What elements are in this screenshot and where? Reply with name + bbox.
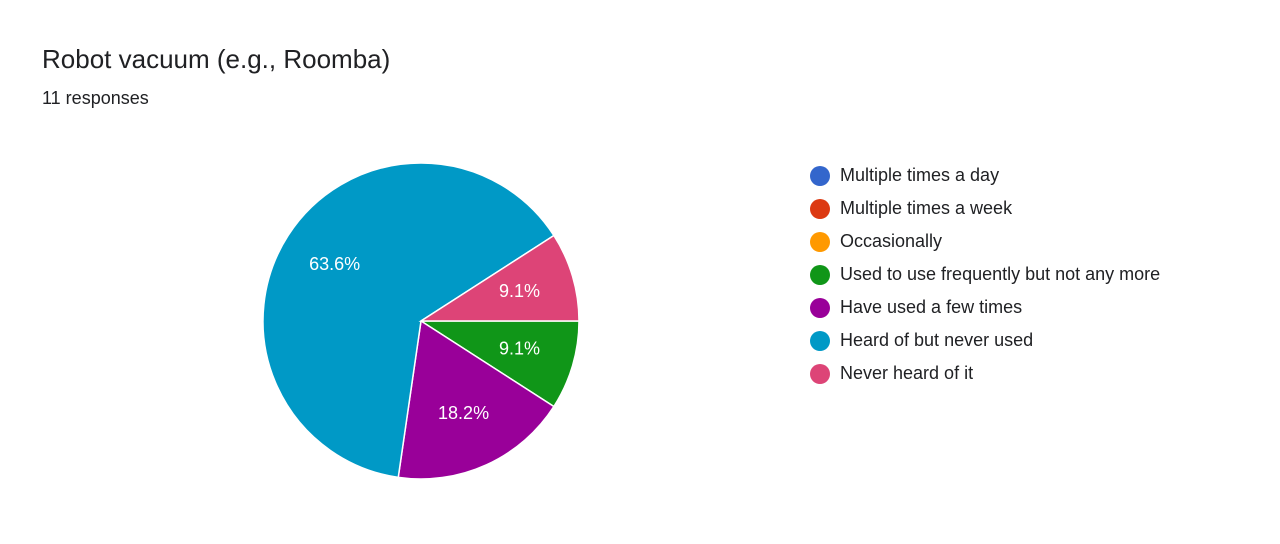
legend-swatch bbox=[810, 331, 830, 351]
data-label: 9.1% bbox=[499, 281, 540, 301]
legend-label: Have used a few times bbox=[840, 297, 1022, 317]
legend-swatch bbox=[810, 232, 830, 252]
legend-swatch bbox=[810, 265, 830, 285]
pie-slice bbox=[397, 319, 555, 480]
legend-label: Multiple times a day bbox=[840, 165, 999, 185]
legend-swatch bbox=[810, 199, 830, 219]
pie-slice bbox=[418, 320, 580, 408]
legend-label: Used to use frequently but not any more bbox=[840, 264, 1160, 284]
data-label: 18.2% bbox=[438, 403, 489, 423]
data-label: 63.6% bbox=[309, 254, 360, 274]
legend-swatch bbox=[810, 364, 830, 384]
legend-label: Multiple times a week bbox=[840, 198, 1013, 218]
pie-slice bbox=[418, 234, 580, 322]
chart-subtitle: 11 responses bbox=[42, 88, 149, 108]
chart-title: Robot vacuum (e.g., Roomba) bbox=[42, 44, 390, 74]
legend-label: Occasionally bbox=[840, 231, 942, 251]
legend-swatch bbox=[810, 166, 830, 186]
legend-label: Never heard of it bbox=[840, 363, 973, 383]
legend-swatch bbox=[810, 298, 830, 318]
pie-slice bbox=[262, 162, 555, 479]
legend-label: Heard of but never used bbox=[840, 330, 1033, 350]
data-label: 9.1% bbox=[499, 339, 540, 359]
